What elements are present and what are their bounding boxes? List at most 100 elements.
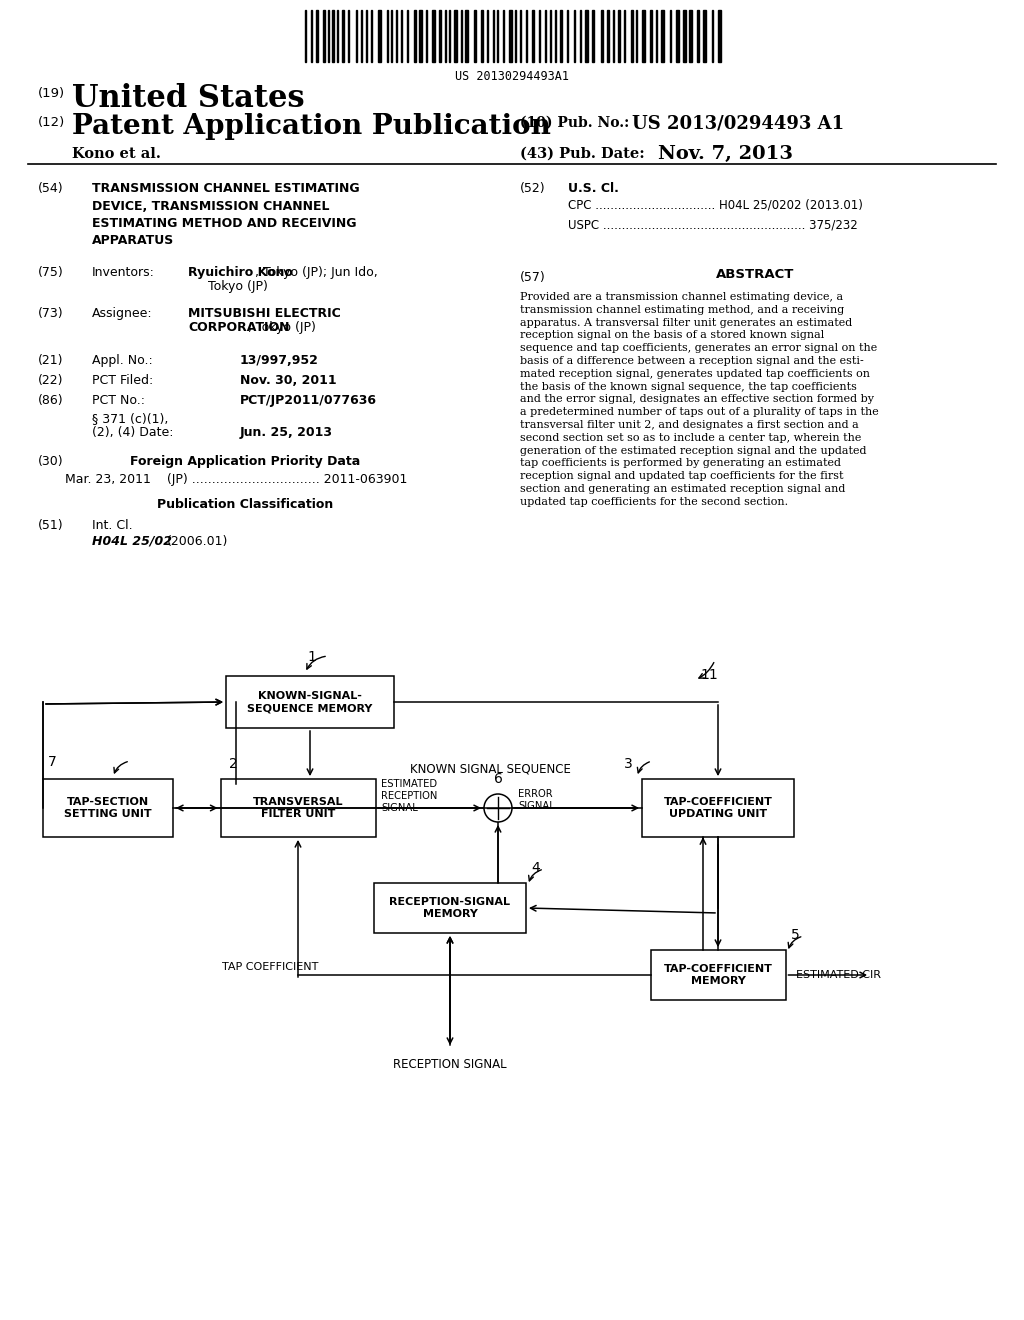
Bar bbox=[662, 11, 664, 62]
Bar bbox=[703, 11, 706, 62]
Text: , Tokyo (JP): , Tokyo (JP) bbox=[249, 321, 316, 334]
Bar bbox=[481, 11, 483, 62]
Bar bbox=[718, 11, 721, 62]
Text: Patent Application Publication: Patent Application Publication bbox=[72, 114, 551, 140]
Text: USPC ...................................................... 375/232: USPC ...................................… bbox=[568, 218, 858, 231]
Text: TAP-SECTION
SETTING UNIT: TAP-SECTION SETTING UNIT bbox=[65, 796, 152, 820]
Text: (75): (75) bbox=[38, 267, 63, 279]
Text: (86): (86) bbox=[38, 393, 63, 407]
Text: Ryuichiro Kono: Ryuichiro Kono bbox=[188, 267, 293, 279]
Text: US 20130294493A1: US 20130294493A1 bbox=[455, 70, 569, 83]
Text: U.S. Cl.: U.S. Cl. bbox=[568, 182, 618, 195]
Text: Int. Cl.: Int. Cl. bbox=[92, 519, 133, 532]
Text: Nov. 30, 2011: Nov. 30, 2011 bbox=[240, 374, 337, 387]
Text: (73): (73) bbox=[38, 308, 63, 319]
Bar bbox=[323, 11, 325, 62]
Text: TRANSVERSAL
FILTER UNIT: TRANSVERSAL FILTER UNIT bbox=[253, 796, 343, 820]
Bar bbox=[465, 11, 468, 62]
Bar bbox=[618, 11, 620, 62]
Bar bbox=[509, 11, 512, 62]
Bar bbox=[378, 11, 381, 62]
Text: ESTIMATED
RECEPTION
SIGNAL: ESTIMATED RECEPTION SIGNAL bbox=[382, 779, 438, 813]
Text: Mar. 23, 2011    (JP) ................................ 2011-063901: Mar. 23, 2011 (JP) .....................… bbox=[65, 473, 408, 486]
Bar bbox=[601, 11, 603, 62]
Circle shape bbox=[484, 795, 512, 822]
Bar bbox=[419, 11, 422, 62]
Text: Assignee:: Assignee: bbox=[92, 308, 153, 319]
Bar bbox=[374, 883, 526, 933]
Text: (21): (21) bbox=[38, 354, 63, 367]
Text: § 371 (c)(1),: § 371 (c)(1), bbox=[92, 412, 168, 425]
Text: RECEPTION SIGNAL: RECEPTION SIGNAL bbox=[393, 1059, 507, 1071]
Text: RECEPTION-SIGNAL
MEMORY: RECEPTION-SIGNAL MEMORY bbox=[389, 896, 511, 920]
Bar bbox=[607, 11, 609, 62]
Text: (54): (54) bbox=[38, 182, 63, 195]
Text: PCT Filed:: PCT Filed: bbox=[92, 374, 154, 387]
Text: TAP-COEFFICIENT
UPDATING UNIT: TAP-COEFFICIENT UPDATING UNIT bbox=[664, 796, 772, 820]
Text: H04L 25/02: H04L 25/02 bbox=[92, 535, 172, 548]
Text: 1: 1 bbox=[307, 649, 316, 664]
Bar bbox=[226, 676, 394, 729]
Bar bbox=[585, 11, 588, 62]
Text: TAP COEFFICIENT: TAP COEFFICIENT bbox=[222, 962, 318, 972]
Text: ERROR
SIGNAL: ERROR SIGNAL bbox=[518, 789, 555, 812]
Text: Jun. 25, 2013: Jun. 25, 2013 bbox=[240, 426, 333, 440]
Text: (52): (52) bbox=[520, 182, 546, 195]
Text: 7: 7 bbox=[48, 755, 56, 770]
Text: (19): (19) bbox=[38, 87, 66, 100]
Bar bbox=[532, 11, 534, 62]
Bar bbox=[439, 11, 441, 62]
Bar bbox=[642, 11, 645, 62]
Text: 11: 11 bbox=[700, 668, 718, 682]
Bar bbox=[414, 11, 416, 62]
Bar bbox=[683, 11, 686, 62]
Bar bbox=[592, 11, 594, 62]
Text: Tokyo (JP): Tokyo (JP) bbox=[208, 280, 268, 293]
Text: PCT/JP2011/077636: PCT/JP2011/077636 bbox=[240, 393, 377, 407]
Text: 13/997,952: 13/997,952 bbox=[240, 354, 318, 367]
Text: (22): (22) bbox=[38, 374, 63, 387]
Bar bbox=[650, 950, 785, 1001]
Text: (43) Pub. Date:: (43) Pub. Date: bbox=[520, 147, 645, 161]
Text: Kono et al.: Kono et al. bbox=[72, 147, 161, 161]
Text: , Tokyo (JP); Jun Ido,: , Tokyo (JP); Jun Ido, bbox=[255, 267, 378, 279]
Text: 4: 4 bbox=[531, 861, 540, 875]
Text: TRANSMISSION CHANNEL ESTIMATING
DEVICE, TRANSMISSION CHANNEL
ESTIMATING METHOD A: TRANSMISSION CHANNEL ESTIMATING DEVICE, … bbox=[92, 182, 359, 248]
Text: Publication Classification: Publication Classification bbox=[157, 498, 333, 511]
Text: (2006.01): (2006.01) bbox=[167, 535, 228, 548]
Text: Provided are a transmission channel estimating device, a
transmission channel es: Provided are a transmission channel esti… bbox=[520, 292, 879, 507]
Text: MITSUBISHI ELECTRIC: MITSUBISHI ELECTRIC bbox=[188, 308, 341, 319]
Text: (10) Pub. No.:: (10) Pub. No.: bbox=[520, 116, 630, 129]
Text: (30): (30) bbox=[38, 455, 63, 469]
Text: United States: United States bbox=[72, 83, 304, 114]
Text: (51): (51) bbox=[38, 519, 63, 532]
Bar bbox=[43, 779, 173, 837]
Bar bbox=[342, 11, 344, 62]
Text: ABSTRACT: ABSTRACT bbox=[716, 268, 795, 281]
Text: (57): (57) bbox=[520, 271, 546, 284]
Bar bbox=[697, 11, 699, 62]
Text: TAP-COEFFICIENT
MEMORY: TAP-COEFFICIENT MEMORY bbox=[664, 964, 772, 986]
Text: (2), (4) Date:: (2), (4) Date: bbox=[92, 426, 173, 440]
Text: CORPORATION: CORPORATION bbox=[188, 321, 290, 334]
Bar bbox=[631, 11, 633, 62]
Bar bbox=[220, 779, 376, 837]
Bar bbox=[332, 11, 334, 62]
Text: PCT No.:: PCT No.: bbox=[92, 393, 145, 407]
Text: 3: 3 bbox=[624, 756, 633, 771]
Text: KNOWN-SIGNAL-
SEQUENCE MEMORY: KNOWN-SIGNAL- SEQUENCE MEMORY bbox=[248, 690, 373, 713]
Text: KNOWN SIGNAL SEQUENCE: KNOWN SIGNAL SEQUENCE bbox=[410, 762, 570, 775]
Bar bbox=[650, 11, 652, 62]
Text: Foreign Application Priority Data: Foreign Application Priority Data bbox=[130, 455, 360, 469]
Bar bbox=[642, 779, 794, 837]
Text: CPC ................................ H04L 25/0202 (2013.01): CPC ................................ H04… bbox=[568, 198, 863, 211]
Bar bbox=[432, 11, 435, 62]
Text: Appl. No.:: Appl. No.: bbox=[92, 354, 153, 367]
Text: (12): (12) bbox=[38, 116, 66, 129]
Bar bbox=[560, 11, 562, 62]
Text: US 2013/0294493 A1: US 2013/0294493 A1 bbox=[632, 114, 844, 132]
Bar bbox=[676, 11, 679, 62]
Text: ESTIMATED CIR: ESTIMATED CIR bbox=[796, 970, 881, 979]
Text: 2: 2 bbox=[228, 756, 238, 771]
Bar bbox=[454, 11, 457, 62]
